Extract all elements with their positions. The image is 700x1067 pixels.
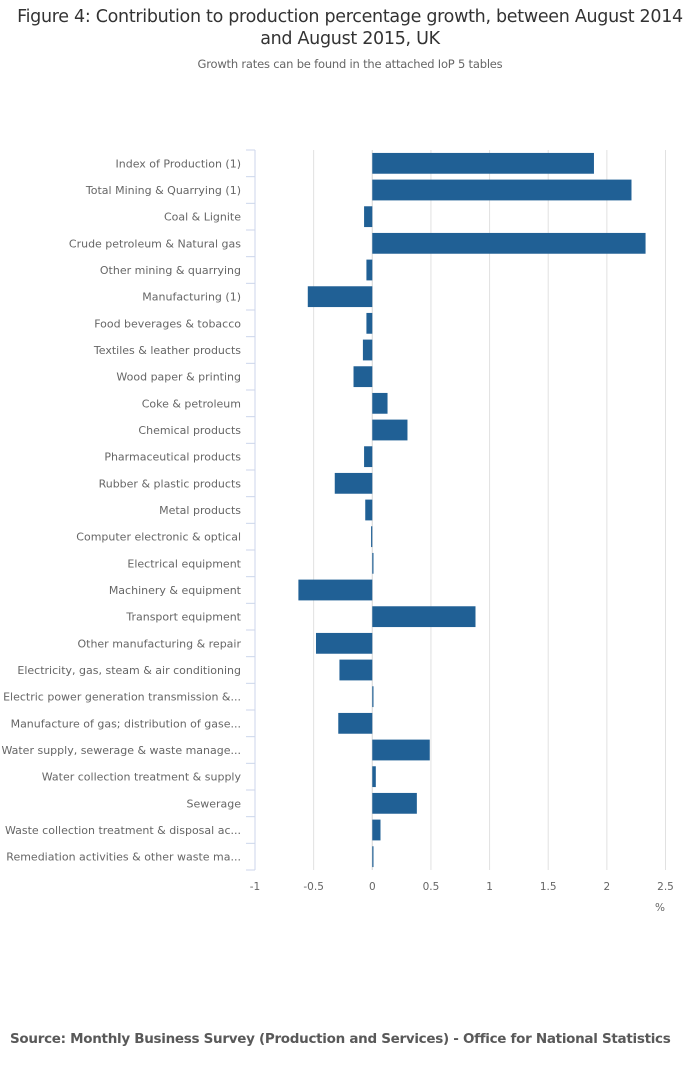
bar[interactable]: [372, 232, 646, 254]
bar[interactable]: [372, 766, 376, 788]
source-note: Source: Monthly Business Survey (Product…: [10, 1031, 671, 1047]
bar[interactable]: [366, 312, 373, 334]
category-label: Pharmaceutical products: [104, 451, 241, 464]
bar[interactable]: [372, 392, 388, 414]
category-label: Other manufacturing & repair: [77, 637, 241, 650]
x-tick-label: 2.5: [657, 881, 674, 893]
category-label: Coke & petroleum: [142, 397, 241, 410]
bar[interactable]: [372, 152, 594, 174]
x-tick-label: -1: [250, 881, 260, 893]
bar[interactable]: [362, 339, 373, 361]
bar-chart: Index of Production (1) Total Mining & Qu…: [1, 149, 674, 914]
category-label: Water collection treatment & supply: [42, 771, 242, 784]
category-label: Transport equipment: [125, 611, 241, 624]
bar[interactable]: [372, 606, 476, 628]
category-label: Manufacturing (1): [142, 291, 241, 304]
bar[interactable]: [372, 739, 430, 761]
bar[interactable]: [371, 526, 373, 548]
category-label: Remediation activities & other waste ma.…: [6, 851, 241, 864]
bar[interactable]: [353, 366, 373, 388]
bar[interactable]: [372, 819, 381, 841]
bar[interactable]: [364, 446, 373, 468]
category-label: Food beverages & tobacco: [94, 317, 241, 330]
category-label: Manufacture of gas; distribution of gase…: [11, 717, 241, 730]
category-label: Other mining & quarrying: [100, 264, 241, 277]
bar[interactable]: [372, 846, 374, 868]
category-label: Rubber & plastic products: [99, 477, 242, 490]
bar[interactable]: [334, 472, 373, 494]
x-axis-unit-label: %: [655, 902, 665, 914]
bar[interactable]: [366, 259, 373, 281]
bar[interactable]: [307, 286, 373, 308]
x-tick-label: 0: [369, 881, 376, 893]
category-label: Textiles & leather products: [93, 344, 241, 357]
x-tick-labels: -1 -0.5 0 0.5 1 1.5 2 2.5: [250, 881, 674, 893]
category-label: Water supply, sewerage & waste manage...: [1, 744, 241, 757]
bar[interactable]: [364, 206, 373, 228]
bar[interactable]: [372, 552, 374, 574]
category-label: Electrical equipment: [127, 557, 241, 570]
bars: [298, 152, 646, 868]
category-label: Metal products: [159, 504, 241, 517]
category-label: Electric power generation transmission &…: [3, 691, 241, 704]
chart-title: Figure 4: Contribution to production per…: [17, 7, 683, 49]
bar[interactable]: [298, 579, 373, 601]
x-tick-label: 0.5: [423, 881, 440, 893]
bar[interactable]: [339, 659, 373, 681]
bar[interactable]: [365, 499, 373, 521]
category-label: Sewerage: [186, 797, 241, 810]
category-label: Index of Production (1): [116, 157, 241, 170]
category-label: Crude petroleum & Natural gas: [69, 237, 241, 250]
category-label: Chemical products: [138, 424, 241, 437]
x-tick-label: -0.5: [303, 881, 324, 893]
category-label: Wood paper & printing: [116, 371, 241, 384]
bar[interactable]: [372, 179, 632, 201]
bar[interactable]: [338, 712, 373, 734]
category-label: Machinery & equipment: [109, 584, 242, 597]
category-label: Total Mining & Quarrying (1): [85, 184, 241, 197]
chart-subtitle: Growth rates can be found in the attache…: [197, 57, 503, 71]
bar[interactable]: [372, 686, 374, 708]
category-label: Computer electronic & optical: [76, 531, 241, 544]
category-label: Waste collection treatment & disposal ac…: [5, 824, 241, 837]
category-label: Coal & Lignite: [164, 211, 241, 224]
x-tick-label: 1.5: [540, 881, 557, 893]
category-labels: Index of Production (1) Total Mining & Qu…: [1, 157, 241, 863]
category-label: Electricity, gas, steam & air conditioni…: [17, 664, 241, 677]
x-tick-label: 1: [486, 881, 493, 893]
bar[interactable]: [315, 632, 373, 654]
bar[interactable]: [372, 792, 417, 814]
x-tick-label: 2: [604, 881, 611, 893]
bar[interactable]: [372, 419, 408, 441]
y-axis: [246, 149, 256, 871]
